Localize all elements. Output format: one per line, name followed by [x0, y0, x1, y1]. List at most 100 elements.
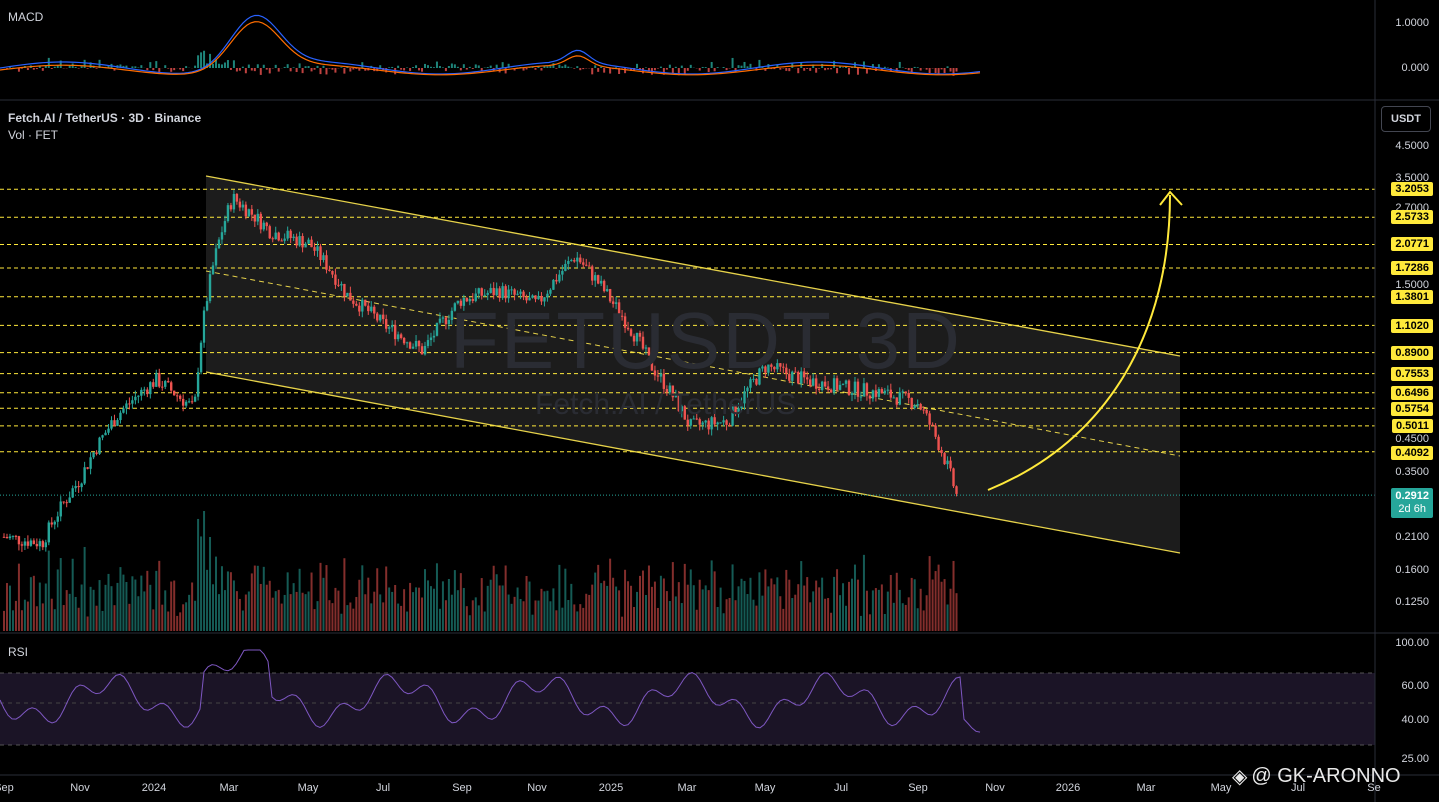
volume-bar [731, 564, 734, 631]
candle [713, 417, 716, 425]
macd-histogram-bar [740, 65, 743, 68]
volume-bar [594, 572, 597, 631]
candle [797, 371, 800, 384]
volume-bar [20, 610, 23, 631]
macd-histogram-bar [298, 63, 301, 68]
macd-histogram-bar [788, 68, 791, 72]
volume-bar [692, 585, 695, 631]
macd-histogram-bar [20, 68, 23, 69]
candle [441, 317, 445, 319]
candle [862, 383, 866, 397]
macd-histogram-bar [928, 68, 931, 74]
macd-histogram-bar [223, 62, 226, 68]
volume-bar [564, 568, 567, 631]
macd-histogram-bar [883, 66, 886, 68]
macd-histogram-bar [400, 68, 403, 70]
macd-histogram-bar [531, 66, 534, 68]
volume-bar [725, 599, 728, 631]
volume-bar [244, 594, 247, 631]
candle [220, 232, 224, 240]
volume-bar [710, 560, 713, 631]
volume-bar [877, 589, 880, 631]
candle [850, 393, 854, 395]
candle [423, 345, 427, 355]
candle [232, 193, 236, 210]
candle [131, 400, 134, 404]
candle [89, 457, 92, 469]
candle [172, 390, 176, 396]
macd-histogram-bar [426, 65, 429, 68]
macd-histogram-bar [839, 65, 842, 68]
volume-bar [92, 589, 95, 631]
candle [925, 409, 928, 414]
candle [146, 389, 149, 395]
macd-histogram-bar [5, 68, 8, 69]
macd-pane [0, 14, 981, 76]
volume-bar [86, 616, 89, 631]
candle [414, 340, 418, 347]
volume-bar [913, 579, 916, 631]
macd-histogram-bar [746, 66, 749, 68]
volume-bar [307, 591, 310, 631]
macd-histogram-bar [41, 68, 44, 71]
candle [725, 420, 728, 425]
volume-bar [668, 601, 671, 631]
macd-histogram-bar [170, 68, 173, 72]
currency-button[interactable]: USDT [1381, 106, 1431, 132]
volume-bar [232, 580, 235, 631]
candle [119, 412, 122, 421]
volume-bar [268, 580, 271, 631]
candle [877, 389, 881, 397]
volume-bar [659, 575, 662, 631]
candle [522, 291, 525, 298]
candle [680, 406, 683, 412]
candle [474, 293, 477, 301]
macd-histogram-bar [779, 68, 782, 70]
macd-histogram-bar [421, 68, 424, 72]
macd-histogram-bar [680, 65, 683, 68]
macd-histogram-bar [561, 66, 564, 68]
candle [125, 403, 128, 409]
volume-bar [483, 611, 486, 631]
candle [396, 334, 400, 340]
volume-bar [50, 598, 53, 631]
candle [567, 261, 570, 264]
candle [101, 435, 104, 438]
level-label: 2.5733 [1391, 210, 1433, 224]
candle [20, 544, 24, 546]
volume-bar [800, 561, 803, 631]
macd-histogram-bar [880, 68, 883, 70]
volume-bar [32, 575, 35, 631]
volume-bar [549, 601, 552, 631]
candle [614, 302, 618, 304]
projection-arrow-head [1159, 190, 1183, 206]
candle [716, 422, 719, 425]
candle [629, 329, 633, 336]
macd-histogram-bar [444, 68, 447, 72]
candle [620, 315, 624, 317]
volume-bar [940, 581, 943, 631]
volume-bar [719, 587, 722, 631]
volume-bar [782, 608, 785, 631]
candle [205, 301, 209, 311]
volume-bar [737, 586, 740, 631]
price-pane[interactable] [0, 175, 1375, 631]
candle [537, 295, 540, 300]
candle [823, 381, 827, 387]
candle [734, 406, 737, 415]
candle [301, 236, 304, 248]
candle [259, 213, 262, 230]
volume-bar [621, 616, 624, 631]
volume-bar [424, 569, 427, 631]
current-price-value: 0.2912 [1395, 490, 1429, 502]
candle [214, 248, 218, 266]
volume-bar [695, 609, 698, 631]
volume-bar [432, 588, 435, 631]
volume-bar [265, 584, 268, 631]
volume-bar [3, 610, 5, 631]
macd-line [0, 14, 981, 75]
macd-histogram-bar [594, 65, 597, 68]
macd-histogram-bar [412, 67, 415, 68]
macd-histogram-bar [391, 66, 394, 68]
